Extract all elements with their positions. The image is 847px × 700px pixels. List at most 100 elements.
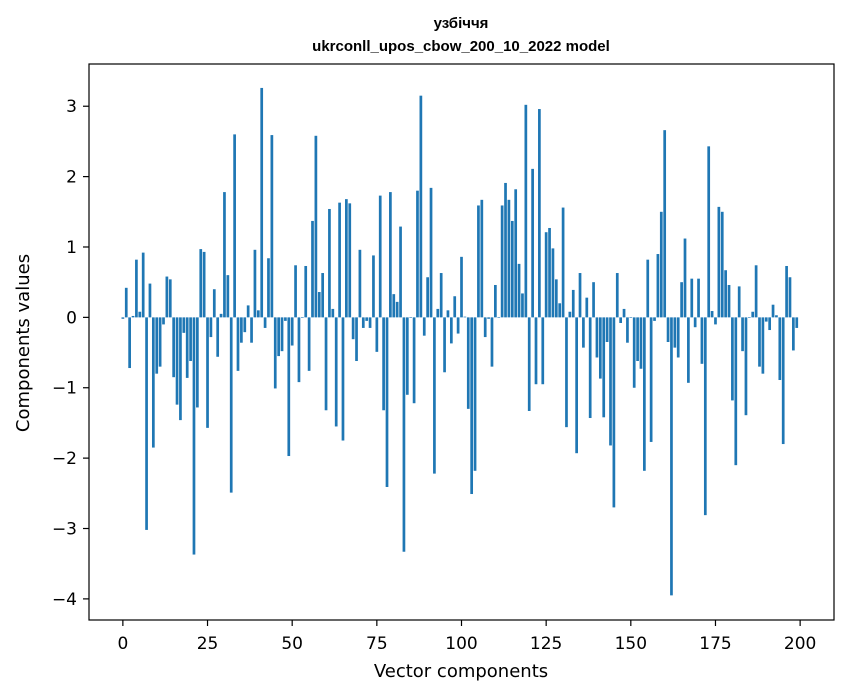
bar-component-166	[683, 238, 687, 318]
bar-component-190	[764, 317, 768, 322]
bar-component-143	[605, 317, 609, 342]
bar-component-95	[443, 317, 446, 373]
bar-component-177	[720, 211, 724, 318]
chart-title-model: ukrconll_upos_cbow_200_10_2022 model	[312, 38, 610, 55]
bar-component-68	[351, 317, 355, 340]
bar-component-77	[382, 317, 385, 411]
bar-component-111	[497, 317, 501, 318]
bar-component-165	[680, 282, 683, 318]
bar-component-54	[304, 265, 308, 318]
bar-component-150	[629, 317, 633, 318]
bar-component-57	[314, 135, 318, 318]
bar-component-151	[632, 317, 636, 388]
bar-component-109	[490, 317, 494, 367]
bar-component-115	[510, 220, 514, 318]
bar-component-196	[785, 265, 788, 318]
bar-component-59	[321, 273, 325, 318]
bar-component-130	[561, 207, 565, 318]
bar-component-170	[697, 278, 700, 318]
bar-component-74	[372, 255, 375, 318]
bar-component-1	[124, 287, 128, 318]
y-tick-label: −1	[52, 379, 77, 399]
bar-component-23	[199, 249, 203, 318]
bar-component-32	[229, 317, 233, 493]
bar-component-81	[395, 301, 399, 318]
bar-component-94	[439, 273, 443, 318]
bar-component-162	[670, 317, 673, 596]
bar-component-11	[158, 317, 162, 367]
x-tick-label: 175	[699, 634, 731, 654]
bar-component-35	[240, 317, 243, 343]
chart-title-word: узбіччя	[434, 15, 489, 32]
y-axis-label: Components values	[13, 254, 34, 432]
bar-component-195	[781, 317, 785, 445]
bar-component-158	[656, 254, 660, 318]
bar-component-149	[626, 317, 629, 343]
bar-component-167	[687, 317, 690, 383]
bar-component-51	[294, 265, 297, 318]
bar-component-88	[419, 95, 423, 318]
bar-component-33	[233, 134, 236, 318]
bar-component-6	[141, 252, 145, 318]
bar-component-148	[622, 308, 626, 318]
bar-component-17	[179, 317, 182, 421]
bar-component-13	[165, 276, 169, 318]
bar-component-89	[422, 317, 426, 336]
bar-component-46	[277, 317, 280, 357]
x-tick-label: 200	[784, 634, 816, 654]
bar-component-125	[544, 232, 548, 318]
bar-component-97	[449, 317, 453, 344]
bar-component-187	[754, 265, 758, 318]
bar-component-110	[494, 284, 497, 318]
bar-component-83	[402, 317, 406, 552]
x-axis-label: Vector components	[374, 661, 548, 682]
bar-component-24	[202, 251, 206, 318]
bar-component-47	[280, 317, 284, 352]
bars-group	[121, 87, 799, 596]
bar-component-198	[792, 317, 795, 351]
x-tick-label: 50	[281, 634, 303, 654]
bar-component-105	[477, 205, 480, 318]
bar-component-28	[216, 317, 220, 357]
bar-component-100	[460, 256, 463, 318]
bar-component-9	[151, 317, 155, 448]
bar-component-159	[659, 211, 663, 318]
bar-component-104	[473, 317, 477, 471]
bar-component-188	[758, 317, 761, 367]
bar-component-133	[571, 289, 575, 318]
bar-component-157	[653, 317, 656, 321]
bar-component-117	[517, 263, 521, 318]
bar-component-123	[538, 109, 541, 318]
bar-component-72	[365, 317, 369, 321]
y-tick-label: 0	[66, 308, 77, 328]
bar-component-169	[693, 317, 697, 328]
bar-component-92	[433, 317, 436, 474]
bar-component-91	[429, 187, 433, 318]
bar-component-29	[219, 313, 223, 318]
bar-component-102	[466, 317, 470, 409]
bar-component-116	[514, 189, 518, 318]
bar-component-124	[541, 317, 545, 385]
bar-component-31	[226, 275, 230, 318]
bar-component-174	[710, 311, 714, 318]
x-tick-label: 75	[366, 634, 388, 654]
bar-component-0	[121, 317, 125, 319]
bar-component-160	[663, 130, 667, 318]
x-tick-label: 150	[615, 634, 647, 654]
bar-component-152	[636, 317, 639, 362]
bar-component-25	[206, 317, 209, 428]
bar-component-67	[348, 203, 352, 318]
bar-component-192	[771, 304, 775, 318]
bar-component-8	[148, 283, 152, 318]
bar-component-179	[727, 284, 731, 318]
bar-component-82	[399, 226, 402, 318]
bar-component-194	[778, 317, 782, 381]
bar-component-120	[527, 317, 531, 411]
bar-component-49	[287, 317, 291, 457]
bar-component-145	[612, 317, 616, 508]
bar-component-42	[263, 317, 267, 328]
y-tick-label: −4	[52, 590, 77, 610]
bar-component-106	[480, 199, 484, 318]
bar-component-85	[409, 317, 413, 318]
y-tick-label: 1	[66, 238, 77, 258]
